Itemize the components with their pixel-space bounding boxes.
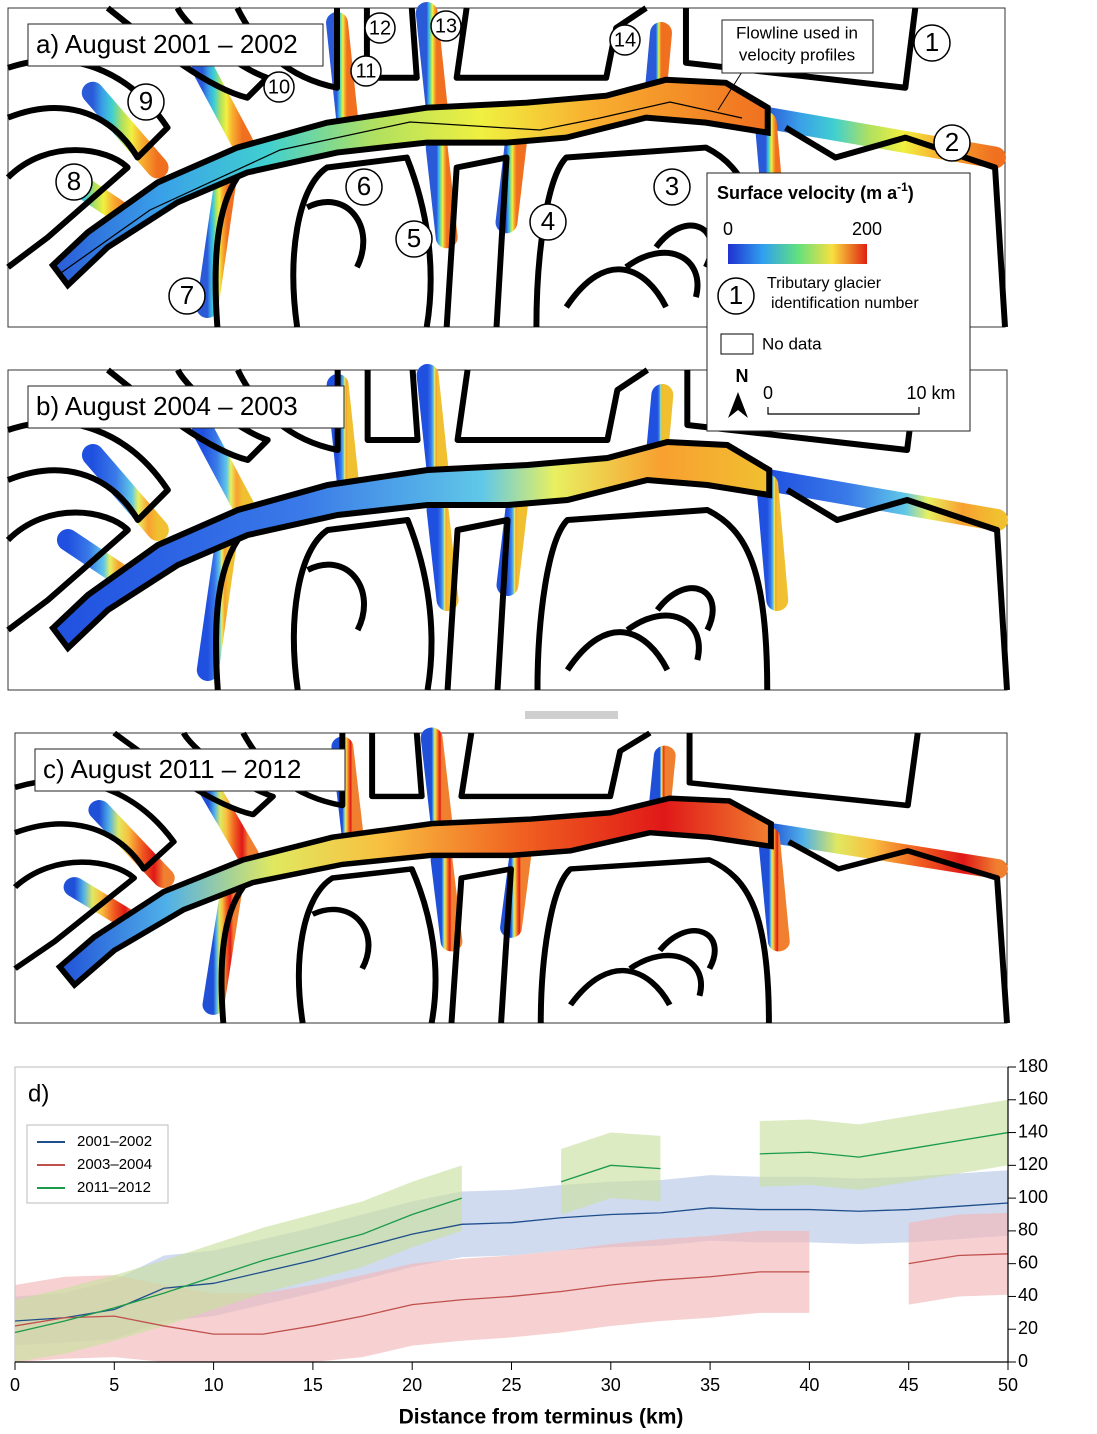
x-tick-label: 45 (899, 1375, 919, 1395)
flowline-note: Flowline used in (736, 23, 858, 42)
smudge (525, 711, 618, 719)
tributary-number: 1 (925, 27, 939, 57)
y-tick-label: 20 (1018, 1318, 1038, 1338)
x-tick-label: 0 (10, 1375, 20, 1395)
x-tick-label: 15 (303, 1375, 323, 1395)
y-tick-label: 60 (1018, 1252, 1038, 1272)
x-tick-label: 35 (700, 1375, 720, 1395)
y-tick-label: 180 (1018, 1056, 1048, 1076)
tributary-ice (767, 485, 777, 600)
y-tick-label: 100 (1018, 1187, 1048, 1207)
x-tick-label: 40 (799, 1375, 819, 1395)
tributary-legend-text: identification number (771, 295, 919, 312)
map-panel: c) August 2011 – 2012 (15, 733, 1007, 1023)
tributary-ice (432, 738, 442, 824)
tributary-symbol-number: 1 (729, 280, 743, 310)
scale-end: 10 km (906, 383, 955, 403)
map-legend: Surface velocity (m a-1) 0 200 1 Tributary g… (707, 173, 970, 431)
tributary-number: 3 (665, 171, 679, 201)
tributary-number: 11 (356, 60, 377, 82)
legend-title-part: Surface velocity (m a (717, 183, 898, 203)
x-tick-label: 5 (109, 1375, 119, 1395)
north-label: N (736, 366, 749, 386)
panel-title: c) August 2011 – 2012 (43, 754, 301, 784)
legend-label: 2001–2002 (77, 1133, 152, 1150)
maps: a) August 2001 – 2002 b) August 2004 – 20… (8, 8, 1007, 1023)
legend-title: Surface velocity (m a-1) (717, 180, 914, 203)
x-axis-label: Distance from terminus (km) (399, 1406, 684, 1429)
x-tick-label: 50 (998, 1375, 1018, 1395)
tributary-number: 12 (369, 17, 391, 39)
chart-title: d) (28, 1080, 49, 1107)
tributary-legend-text: Tributary glacier (767, 275, 882, 292)
y-tick-label: 160 (1018, 1089, 1048, 1109)
no-data-label: No data (762, 334, 822, 353)
x-tick-label: 25 (501, 1375, 521, 1395)
x-tick-label: 10 (204, 1375, 224, 1395)
legend: 2001–2002 2003–2004 2011–2012 (27, 1125, 168, 1203)
legend-label: 2003–2004 (77, 1156, 152, 1173)
colorbar-min: 0 (723, 219, 733, 239)
panel-title: b) August 2004 – 2003 (36, 391, 298, 421)
tributary-number: 4 (541, 206, 555, 236)
colorbar (728, 244, 867, 264)
scale-start: 0 (763, 383, 773, 403)
tributary-ice (769, 837, 779, 941)
tributary-ice (438, 510, 448, 600)
figure: a) August 2001 – 2002 b) August 2004 – 20… (0, 0, 1097, 1434)
legend-label: 2011–2012 (77, 1179, 151, 1196)
tributary-number: 5 (407, 223, 421, 253)
y-tick-label: 40 (1018, 1285, 1038, 1305)
tributary-number: 6 (357, 171, 371, 201)
x-tick-label: 20 (402, 1375, 422, 1395)
y-tick-label: 80 (1018, 1220, 1038, 1240)
x-tick-label: 30 (601, 1375, 621, 1395)
tributary-ice (428, 375, 438, 470)
tributary-number: 10 (268, 76, 290, 98)
y-tick-label: 140 (1018, 1121, 1048, 1141)
tributary-number: 2 (945, 127, 959, 157)
y-tick-label: 120 (1018, 1154, 1048, 1174)
panel-title: a) August 2001 – 2002 (36, 29, 298, 59)
tributary-ice (442, 860, 452, 942)
tributary-number: 8 (67, 166, 81, 196)
no-data-swatch (721, 334, 753, 354)
colorbar-max: 200 (852, 219, 882, 239)
tributary-number: 13 (435, 15, 457, 37)
tributary-ice (437, 148, 447, 238)
legend-title-part: -1 (897, 180, 908, 194)
tributary-number: 9 (139, 86, 153, 116)
tributary-number: 14 (614, 29, 636, 51)
flowline-note: velocity profiles (739, 45, 855, 64)
legend-title-part: ) (908, 183, 914, 203)
tributary-number: 7 (180, 280, 194, 310)
y-tick-label: 0 (1018, 1351, 1028, 1371)
